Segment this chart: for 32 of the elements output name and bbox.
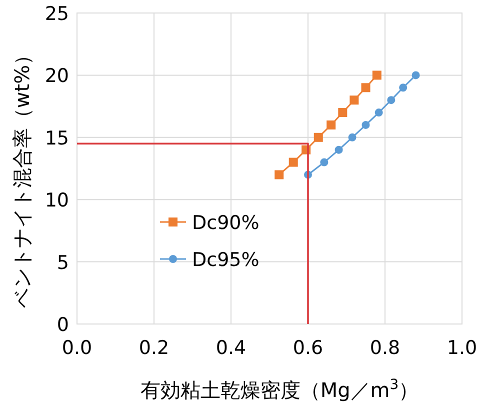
point <box>326 120 336 130</box>
y-axis-title: ベントナイト混合率（wt%） <box>10 44 34 308</box>
legend-label: Dc90% <box>192 212 260 234</box>
y-tick-label: 15 <box>44 127 69 150</box>
point <box>387 96 396 104</box>
point <box>372 70 382 80</box>
point <box>412 71 420 80</box>
point <box>348 133 356 142</box>
legend-label: Dc95% <box>192 249 260 271</box>
y-tick-label: 20 <box>44 65 69 88</box>
point <box>334 146 343 154</box>
point <box>350 96 359 105</box>
y-tick-label: 25 <box>44 3 69 25</box>
point <box>288 158 298 167</box>
y-tick-label: 5 <box>56 252 69 274</box>
point <box>320 158 328 166</box>
x-tick-label: 0.6 <box>292 337 324 359</box>
x-tick-label: 0.4 <box>216 337 246 359</box>
x-axis-title: 有効粘土乾燥密度（Mg／m$^{3}$） <box>140 377 419 402</box>
point <box>314 132 323 142</box>
y-tick-label: 0 <box>56 314 69 336</box>
point <box>374 108 383 117</box>
point <box>274 170 284 180</box>
x-tick-label: 0.0 <box>62 337 92 359</box>
point <box>362 120 370 129</box>
point <box>338 108 348 118</box>
x-tick-label: 1.0 <box>446 337 478 359</box>
point <box>399 84 408 92</box>
x-tick-label: 0.8 <box>370 337 400 359</box>
y-tick-label: 10 <box>44 190 69 212</box>
point <box>361 83 370 92</box>
x-tick-label: 0.2 <box>138 337 170 359</box>
